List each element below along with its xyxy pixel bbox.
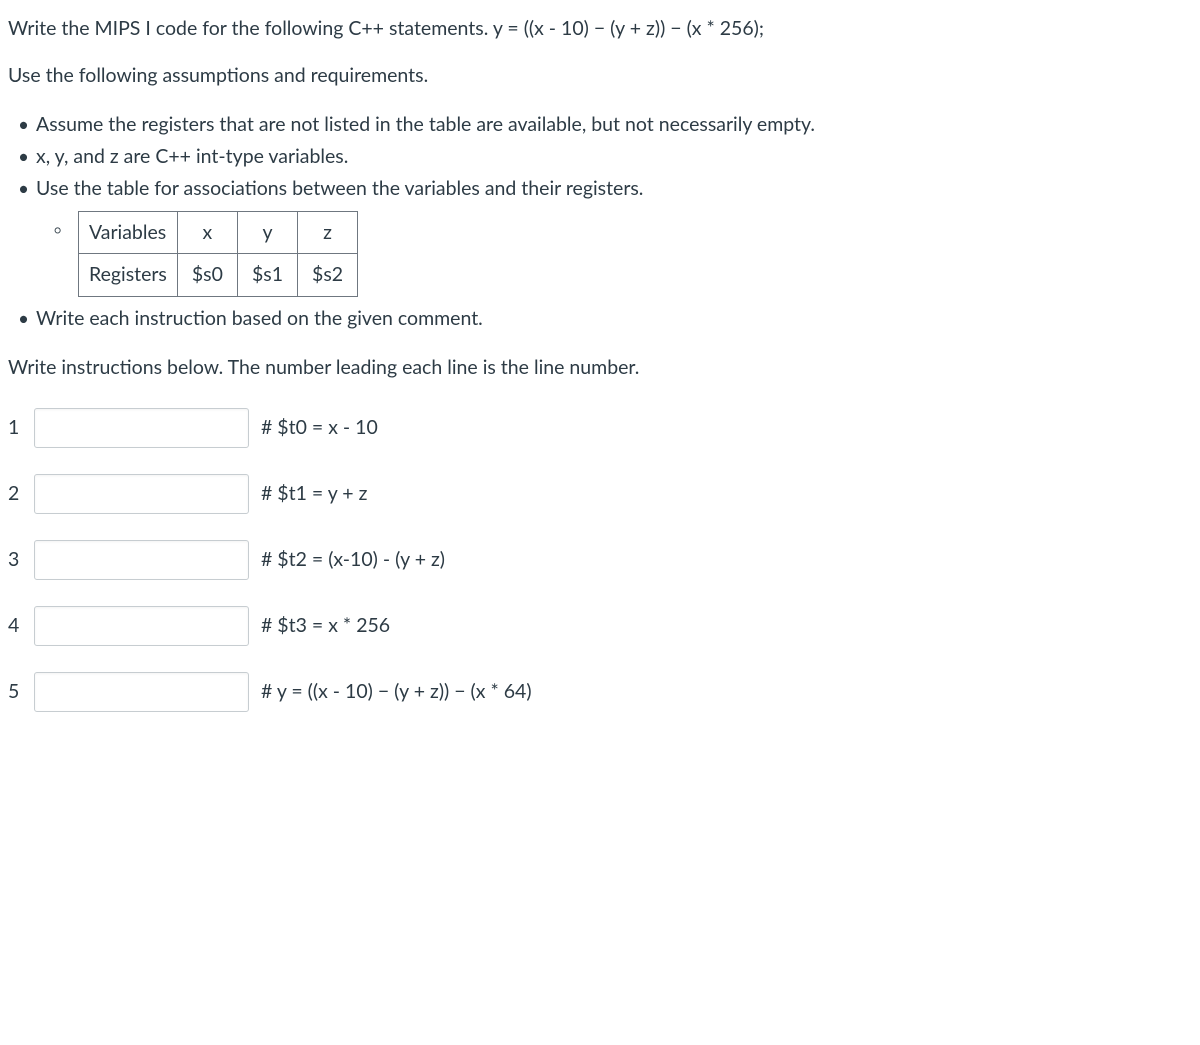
table-row: Registers $s0 $s1 $s2 bbox=[79, 254, 358, 296]
bullet-2: x, y, and z are C++ int-type variables. bbox=[36, 141, 1192, 173]
answer-input-5[interactable] bbox=[34, 672, 249, 712]
answer-row-5: 5 # y = ((x - 10) − (y + z)) − (x * 64) bbox=[8, 672, 1192, 712]
line-number: 1 bbox=[8, 413, 34, 442]
answer-input-2[interactable] bbox=[34, 474, 249, 514]
table-cell-registers-label: Registers bbox=[79, 254, 178, 296]
bullet-4: Write each instruction based on the give… bbox=[36, 303, 1192, 335]
answer-row-3: 3 # $t2 = (x-10) - (y + z) bbox=[8, 540, 1192, 580]
bullet-3: Use the table for associations between t… bbox=[36, 173, 1192, 205]
line-number: 4 bbox=[8, 611, 34, 640]
comment-5: # y = ((x - 10) − (y + z)) − (x * 64) bbox=[261, 677, 532, 706]
table-cell: $s0 bbox=[177, 254, 237, 296]
table-cell: y bbox=[237, 212, 297, 254]
table-cell: $s2 bbox=[298, 254, 358, 296]
question-intro-1: Write the MIPS I code for the following … bbox=[8, 14, 1192, 43]
answer-row-1: 1 # $t0 = x - 10 bbox=[8, 408, 1192, 448]
table-cell-variables-label: Variables bbox=[79, 212, 178, 254]
table-cell: $s1 bbox=[237, 254, 297, 296]
register-table-wrapper: Variables x y z Registers $s0 $s1 $s2 bbox=[36, 211, 1192, 297]
answer-input-3[interactable] bbox=[34, 540, 249, 580]
comment-2: # $t1 = y + z bbox=[261, 479, 367, 508]
answer-input-1[interactable] bbox=[34, 408, 249, 448]
line-number: 2 bbox=[8, 479, 34, 508]
assumptions-list: Assume the registers that are not listed… bbox=[8, 109, 1192, 335]
instructions-intro: Write instructions below. The number lea… bbox=[8, 353, 1192, 382]
answer-row-4: 4 # $t3 = x * 256 bbox=[8, 606, 1192, 646]
answer-input-4[interactable] bbox=[34, 606, 249, 646]
table-row: Variables x y z bbox=[79, 212, 358, 254]
comment-1: # $t0 = x - 10 bbox=[261, 413, 378, 442]
comment-4: # $t3 = x * 256 bbox=[261, 611, 390, 640]
table-cell: z bbox=[298, 212, 358, 254]
bullet-1: Assume the registers that are not listed… bbox=[36, 109, 1192, 141]
table-cell: x bbox=[177, 212, 237, 254]
line-number: 5 bbox=[8, 677, 34, 706]
answer-row-2: 2 # $t1 = y + z bbox=[8, 474, 1192, 514]
line-number: 3 bbox=[8, 545, 34, 574]
question-intro-2: Use the following assumptions and requir… bbox=[8, 61, 1192, 90]
register-table: Variables x y z Registers $s0 $s1 $s2 bbox=[78, 211, 358, 297]
comment-3: # $t2 = (x-10) - (y + z) bbox=[261, 545, 445, 574]
